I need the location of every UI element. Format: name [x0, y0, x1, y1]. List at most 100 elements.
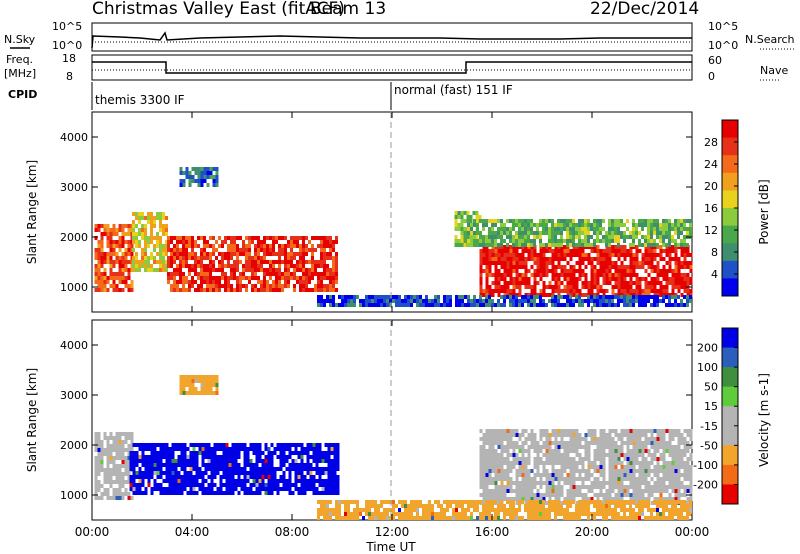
heatmap-cell: [614, 433, 618, 437]
heatmap-cell: [285, 459, 289, 463]
heatmap-cell: [575, 285, 579, 289]
heatmap-cell: [121, 240, 125, 244]
heatmap-cell: [566, 227, 569, 231]
heatmap-cell: [548, 257, 552, 261]
heatmap-cell: [258, 487, 262, 491]
heatmap-cell: [404, 303, 407, 307]
heatmap-cell: [437, 512, 440, 516]
heatmap-cell: [216, 491, 220, 495]
heatmap-cell: [554, 485, 558, 489]
heatmap-cell: [109, 232, 113, 236]
heatmap-cell: [249, 483, 253, 487]
heatmap-cell: [416, 516, 419, 520]
heatmap-cell: [460, 243, 464, 247]
heatmap-cell: [644, 469, 648, 473]
heatmap-cell: [596, 223, 599, 227]
heatmap-cell: [192, 443, 196, 447]
heatmap-cell: [203, 256, 206, 260]
heatmap-cell: [560, 227, 563, 231]
heatmap-cell: [689, 465, 693, 469]
heatmap-cell: [290, 252, 293, 256]
heatmap-cell: [611, 253, 615, 257]
heatmap-cell: [336, 443, 340, 447]
heatmap-cell: [596, 235, 599, 239]
heatmap-cell: [180, 467, 184, 471]
heatmap-cell: [662, 269, 666, 273]
heatmap-cell: [266, 236, 269, 240]
heatmap-cell: [668, 465, 672, 469]
heatmap-cell: [593, 303, 596, 307]
heatmap-cell: [100, 468, 104, 472]
heatmap-cell: [686, 243, 689, 247]
heatmap-cell: [254, 244, 257, 248]
heatmap-cell: [656, 295, 659, 299]
heatmap-cell: [266, 244, 269, 248]
heatmap-cell: [194, 375, 198, 379]
heatmap-cell: [602, 253, 606, 257]
heatmap-cell: [165, 264, 168, 268]
heatmap-cell: [100, 452, 104, 456]
heatmap-cell: [518, 433, 522, 437]
heatmap-cell: [581, 445, 585, 449]
heatmap-cell: [257, 276, 260, 280]
heatmap-cell: [662, 445, 666, 449]
heatmap-cell: [165, 216, 168, 220]
heatmap-cell: [173, 236, 176, 240]
heatmap-cell: [312, 475, 316, 479]
heatmap-cell: [686, 501, 690, 505]
heatmap-cell: [333, 451, 337, 455]
heatmap-cell: [488, 473, 492, 477]
heatmap-cell: [165, 244, 168, 248]
heatmap-cell: [204, 455, 208, 459]
heatmap-cell: [563, 265, 567, 269]
heatmap-cell: [503, 516, 506, 520]
heatmap-cell: [318, 447, 322, 451]
heatmap-cell: [428, 508, 431, 512]
heatmap-cell: [127, 228, 131, 232]
heatmap-cell: [605, 289, 609, 293]
heatmap-cell: [662, 227, 665, 231]
heatmap-cell: [668, 223, 671, 227]
heatmap-cell: [497, 501, 501, 505]
heatmap-cell: [665, 469, 669, 473]
heatmap-cell: [263, 284, 266, 288]
heatmap-cell: [587, 469, 591, 473]
heatmap-cell: [566, 473, 570, 477]
heatmap-cell: [647, 493, 651, 497]
heatmap-cell: [296, 280, 299, 284]
heatmap-cell: [401, 303, 404, 307]
heatmap-cell: [94, 440, 98, 444]
heatmap-cell: [500, 285, 504, 289]
heatmap-cell: [602, 449, 606, 453]
heatmap-cell: [416, 303, 419, 307]
heatmap-cell: [479, 500, 482, 504]
heatmap-cell: [563, 457, 567, 461]
heatmap-cell: [629, 433, 633, 437]
heatmap-cell: [455, 295, 458, 299]
heatmap-cell: [327, 483, 331, 487]
heatmap-cell: [278, 236, 281, 240]
heatmap-cell: [147, 260, 150, 264]
heatmap-cell: [500, 243, 503, 247]
heatmap-cell: [545, 473, 549, 477]
heatmap-cell: [626, 265, 630, 269]
heatmap-cell: [371, 504, 374, 508]
heatmap-cell: [392, 512, 395, 516]
heatmap-cell: [185, 171, 189, 175]
heatmap-cell: [497, 461, 501, 465]
heatmap-cell: [575, 437, 579, 441]
heatmap-cell: [572, 429, 576, 433]
heatmap-cell: [650, 285, 654, 289]
heatmap-cell: [485, 508, 488, 512]
heatmap-cell: [324, 455, 328, 459]
heatmap-cell: [227, 264, 230, 268]
heatmap-cell: [623, 289, 627, 293]
heatmap-cell: [590, 461, 594, 465]
heatmap-cell: [176, 252, 179, 256]
heatmap-cell: [197, 391, 201, 395]
heatmap-cell: [527, 477, 531, 481]
heatmap-cell: [602, 469, 606, 473]
heatmap-cell: [686, 465, 690, 469]
heatmap-cell: [330, 467, 334, 471]
heatmap-cell: [153, 483, 157, 487]
